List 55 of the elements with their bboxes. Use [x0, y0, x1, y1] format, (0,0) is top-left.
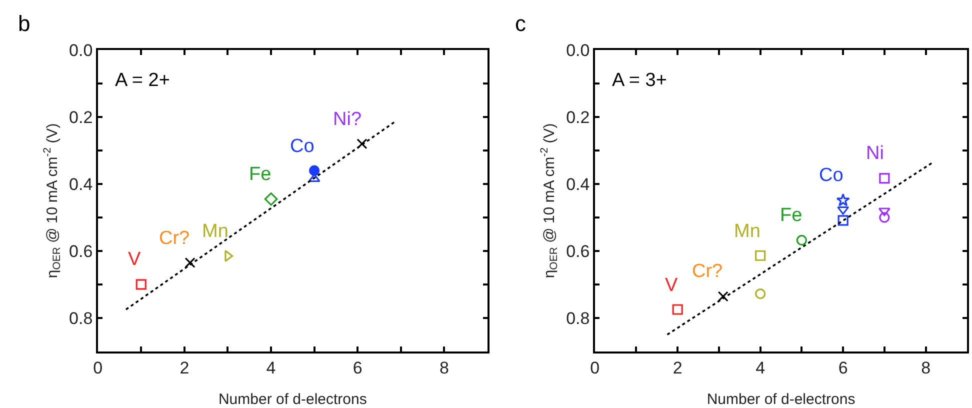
- y-tick-label: 0.0: [69, 41, 93, 60]
- y-tick-label: 0.0: [566, 41, 590, 60]
- x-tick-label: 0: [93, 358, 103, 378]
- series-label: Co: [290, 136, 314, 157]
- y-tick-label: 0.2: [69, 108, 93, 127]
- x-tick-label: 8: [440, 358, 449, 378]
- y-tick-label: 0.8: [69, 308, 93, 328]
- point: [879, 172, 890, 184]
- series-label: Mn: [202, 221, 228, 242]
- point: [309, 165, 320, 176]
- point: [837, 206, 850, 215]
- point: [755, 250, 766, 261]
- series-label: Cr?: [159, 228, 190, 249]
- x-tick-label: 2: [180, 358, 190, 378]
- point: [136, 279, 146, 290]
- chart-title: b: [18, 11, 30, 36]
- point: [879, 212, 890, 223]
- x-tick-label: 4: [756, 358, 766, 378]
- point: [838, 215, 848, 226]
- x-tick-label: 8: [921, 358, 931, 378]
- point: [224, 250, 234, 262]
- point: [796, 234, 807, 246]
- series-label: Cr?: [692, 261, 723, 282]
- x-tick-label: 6: [352, 358, 362, 378]
- series-label: V: [128, 249, 141, 270]
- series-label: V: [665, 275, 678, 296]
- y-tick-label: 0.6: [69, 242, 93, 261]
- x-axis-title: Number of d-electrons: [218, 391, 367, 408]
- y-tick-label: 0.6: [566, 242, 590, 261]
- y-tick-label: 0.8: [566, 308, 590, 328]
- point: [356, 138, 368, 150]
- x-tick-label: 6: [838, 358, 848, 378]
- series-label: Fe: [249, 164, 272, 185]
- point: [755, 288, 766, 300]
- point: [718, 291, 728, 302]
- point: [264, 192, 278, 206]
- x-tick-label: 0: [590, 358, 600, 378]
- series-label: Fe: [780, 205, 802, 226]
- y-tick-label: 0.4: [69, 174, 93, 194]
- series-label: Ni?: [333, 109, 362, 130]
- point: [184, 257, 196, 268]
- y-tick-label: 0.4: [566, 174, 590, 194]
- annotation: A = 3+: [612, 70, 667, 91]
- series-label: Ni: [866, 143, 884, 164]
- y-tick-label: 0.2: [566, 108, 590, 127]
- point: [672, 304, 683, 315]
- x-tick-label: 4: [266, 358, 276, 378]
- series-label: Co: [819, 165, 844, 186]
- series-label: Mn: [734, 221, 760, 242]
- x-axis-title: Number of d-electrons: [706, 391, 856, 408]
- x-tick-label: 2: [672, 358, 682, 378]
- point: [878, 208, 890, 216]
- chart-title: c: [515, 11, 526, 36]
- point: [836, 193, 850, 206]
- annotation: A = 2+: [115, 70, 170, 91]
